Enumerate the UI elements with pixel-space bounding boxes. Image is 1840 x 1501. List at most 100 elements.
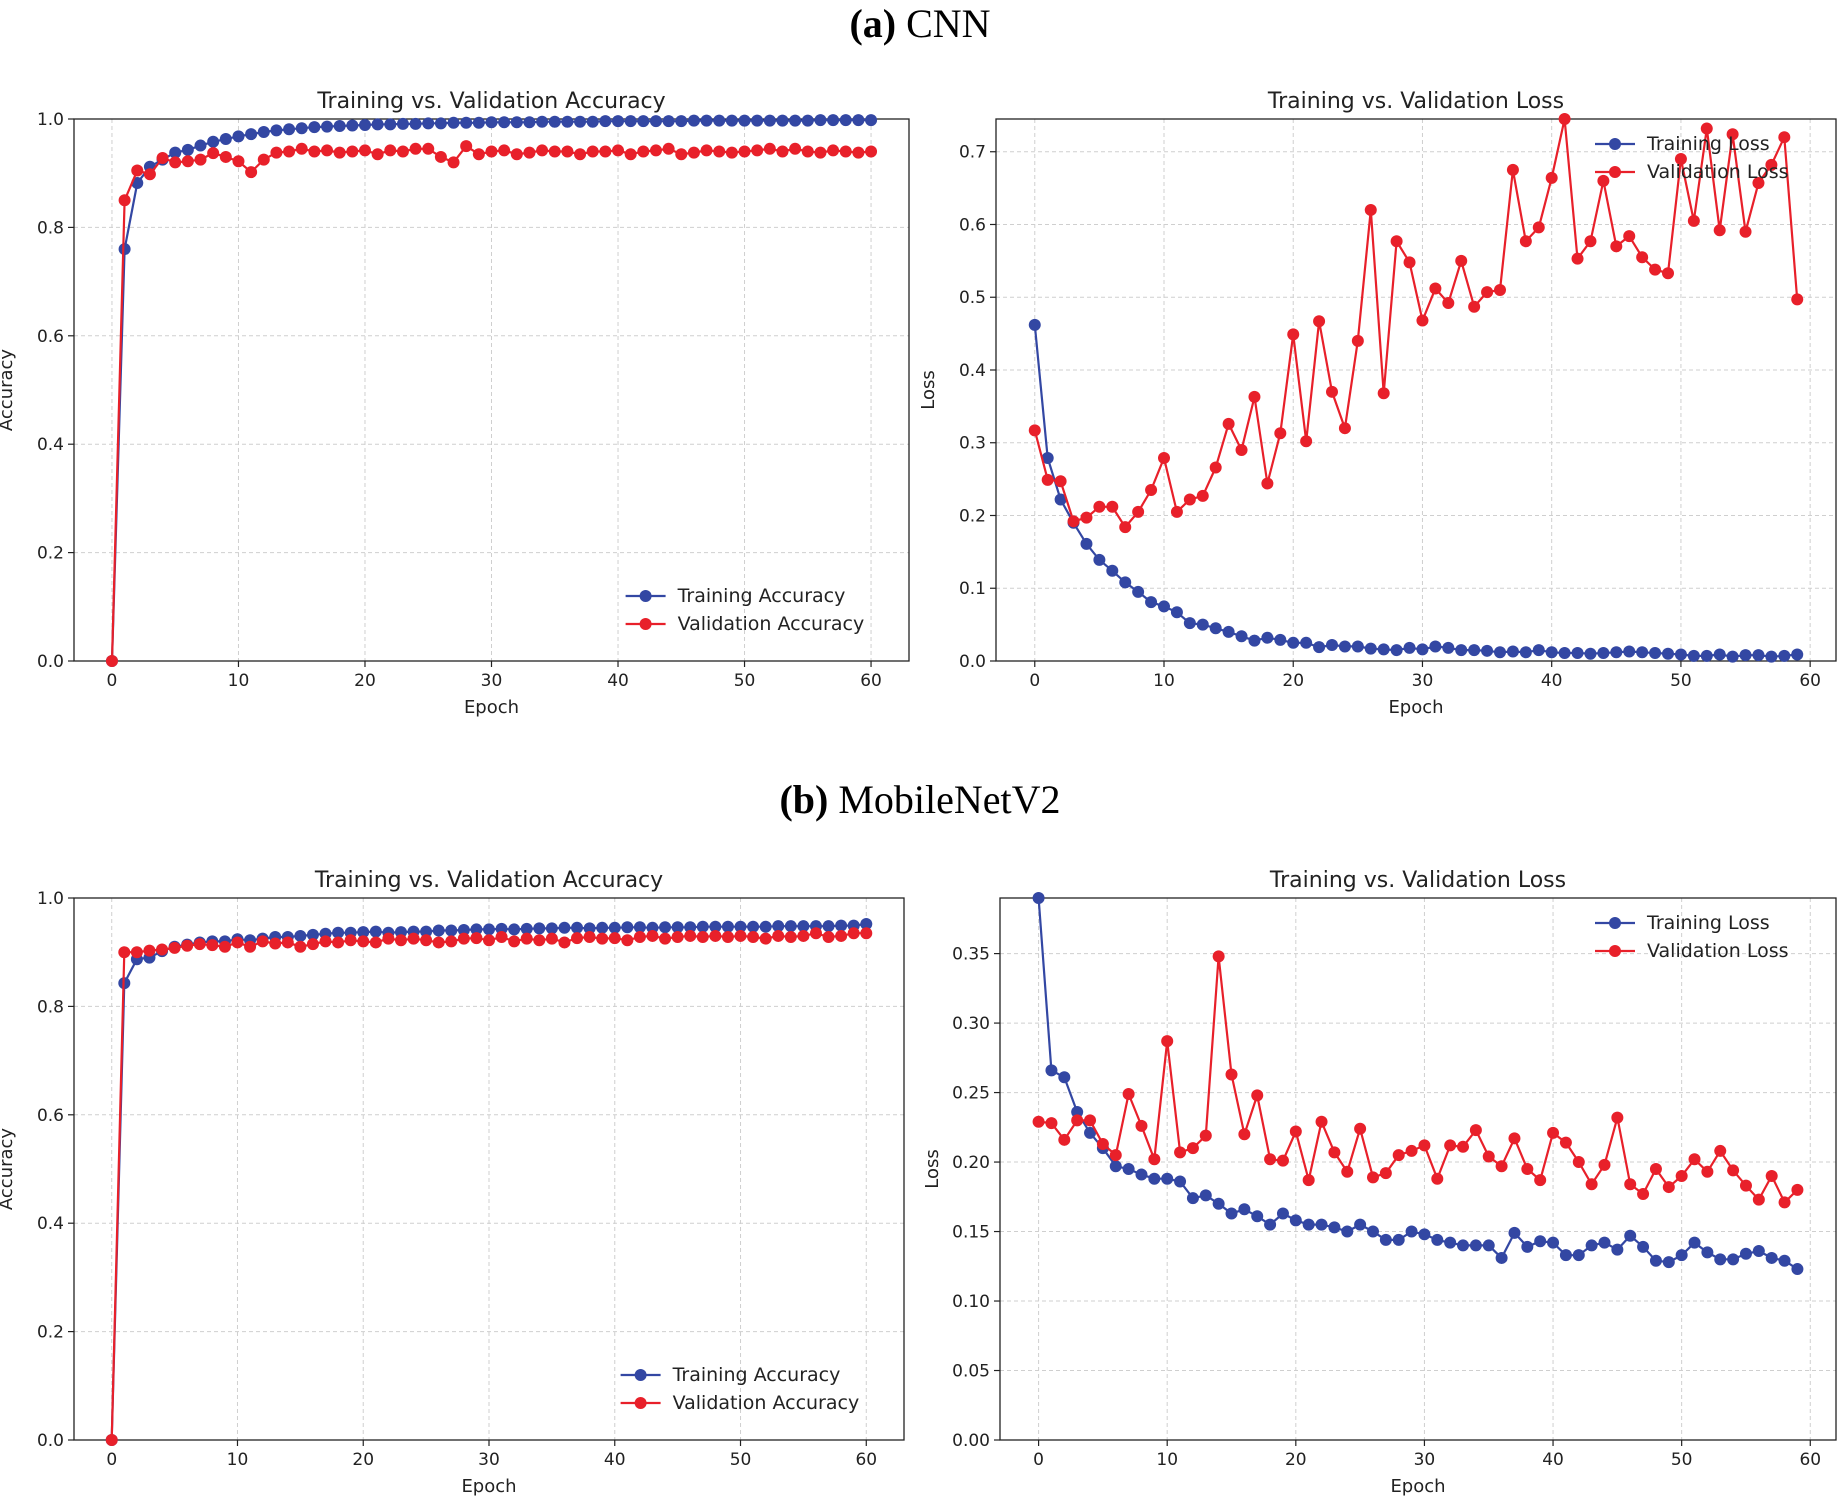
data-point-training [1032,892,1045,904]
data-point-validation [143,168,156,181]
data-point-validation [168,941,181,954]
legend-label-validation: Validation Accuracy [678,613,865,635]
data-point-validation [483,934,495,947]
data-point-validation [1559,1136,1572,1149]
data-point-training [533,922,546,935]
data-point-training [1778,1254,1791,1267]
data-point-validation [384,144,397,157]
data-point-validation [599,145,612,158]
series-line-validation [1038,956,1799,1205]
y-tick-label: 0.35 [952,945,990,965]
data-point-validation [801,145,814,158]
data-point-validation [1532,221,1545,234]
data-point-validation [1519,235,1532,248]
x-axis-label: Epoch [464,697,519,718]
data-point-validation [1687,214,1700,227]
series-group [1032,892,1804,1276]
data-point-validation [772,929,785,942]
data-point-validation [143,944,156,957]
x-tick-label: 60 [1799,671,1821,691]
data-point-validation [662,142,675,155]
data-point-validation [295,142,308,155]
data-point-validation [1752,1193,1765,1206]
data-point-validation [1429,282,1442,295]
data-point-validation [306,938,319,951]
data-point-training [839,114,852,127]
data-point-validation [1611,1111,1624,1124]
data-point-validation [333,146,346,159]
data-point-validation [1315,1115,1328,1128]
data-point-validation [738,145,751,158]
data-point-training [1662,1256,1675,1269]
data-point-validation [1377,387,1390,400]
data-point-validation [1300,435,1313,448]
data-point-training [270,124,283,137]
data-point-training [1521,1240,1534,1253]
chart-title: Training vs. Validation Accuracy [314,868,663,893]
data-point-training [725,114,738,127]
data-point-training [1328,1221,1341,1234]
data-point-validation [1354,1122,1367,1135]
data-point-training [1519,646,1532,659]
data-point-training [814,114,827,127]
data-point-validation [520,932,533,945]
y-tick-label: 0.20 [952,1153,990,1173]
data-point-validation [596,932,609,945]
data-point-validation [1701,1165,1714,1178]
data-point-training [789,114,802,127]
data-point-validation [721,931,734,944]
data-point-validation [1209,461,1222,474]
data-point-validation [1455,254,1468,267]
x-tick-label: 10 [1153,671,1175,691]
data-point-training [1196,618,1209,631]
data-point-validation [447,156,460,169]
data-point-validation [734,929,747,942]
data-point-validation [545,932,558,945]
data-point-training [1429,640,1442,653]
x-tick-label: 40 [607,671,629,691]
data-point-training [445,924,458,937]
x-tick-label: 30 [481,671,503,691]
data-point-validation [1225,1068,1238,1081]
data-point-validation [369,936,382,949]
data-point-validation [1545,171,1558,184]
data-point-validation [784,931,797,944]
y-tick-label: 0.05 [952,1362,990,1382]
data-point-training [1209,622,1222,635]
data-point-validation [394,934,407,947]
data-point-training [835,919,848,932]
data-point-validation [396,145,409,158]
data-point-training [784,920,797,933]
y-tick-label: 0.8 [37,997,64,1017]
chart-mnv2-acc: 0 10 20 30 40 50 60 0.0 0.2 0.4 0.6 0.8 1.0 Training … [0,868,905,1497]
legend-marker-training [1609,917,1621,929]
data-point-validation [1481,286,1494,299]
data-point-training [384,118,397,131]
data-point-training [257,126,270,139]
data-point-validation [1700,122,1713,135]
data-point-training [1727,1253,1740,1266]
data-point-validation [1161,1035,1174,1048]
data-point-training [308,121,321,134]
x-tick-label: 60 [860,671,882,691]
data-point-training [1135,1168,1148,1181]
data-point-validation [1080,511,1093,524]
data-point-training [621,921,634,934]
data-point-validation [1135,1119,1148,1132]
data-point-validation [105,1434,118,1446]
data-point-validation [1714,1144,1727,1157]
data-point-training [1084,1126,1097,1139]
data-point-validation [1058,1133,1071,1146]
data-point-validation [1791,1183,1804,1196]
x-tick-label: 20 [1285,1450,1307,1470]
data-point-training [1183,617,1196,630]
data-point-training [1054,493,1067,506]
data-point-validation [1752,177,1765,190]
data-point-training [1041,452,1054,465]
data-point-training [1791,648,1804,661]
data-point-training [1545,646,1558,659]
data-point-validation [1109,1149,1122,1162]
data-point-training [245,128,258,141]
data-point-validation [1145,484,1158,497]
data-point-training [232,130,245,143]
